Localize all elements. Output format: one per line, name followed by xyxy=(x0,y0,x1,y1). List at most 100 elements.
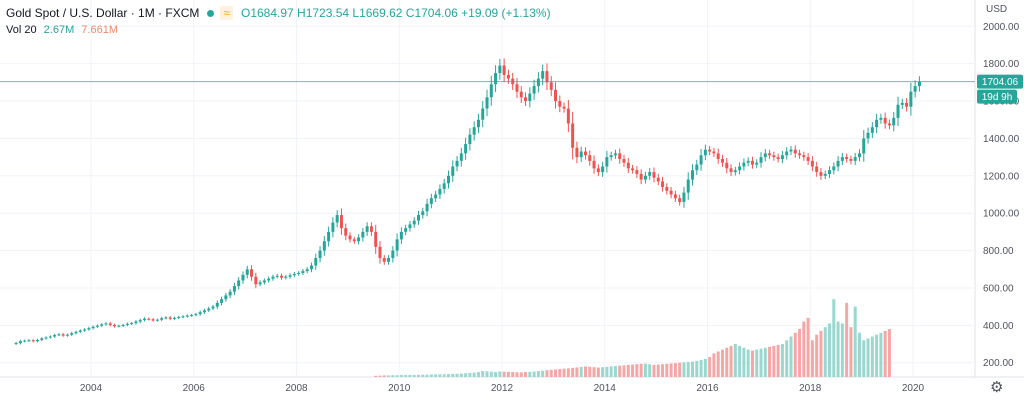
price-tick-label: 1200.00 xyxy=(983,171,1020,182)
volume-bar xyxy=(832,299,836,377)
candle-body xyxy=(87,328,91,330)
candle-body xyxy=(571,123,575,148)
volume-bar xyxy=(802,321,806,377)
volume-bar xyxy=(862,340,866,377)
candle-body xyxy=(202,310,206,313)
candle-body xyxy=(211,306,215,309)
candle-body xyxy=(412,220,416,225)
candle-body xyxy=(168,317,172,319)
candle-body xyxy=(451,166,455,176)
candle-body xyxy=(575,147,579,158)
symbol-title[interactable]: Gold Spot / U.S. Dollar · 1M · FXCM xyxy=(6,6,200,20)
candle-body xyxy=(635,170,639,174)
volume-bar xyxy=(592,367,596,377)
volume-bar xyxy=(481,370,485,377)
time-tick-label: 2004 xyxy=(80,383,103,394)
volume-bar xyxy=(866,338,870,377)
candle-body xyxy=(194,314,198,316)
candle-body xyxy=(691,170,695,180)
candle-body xyxy=(104,323,108,325)
candle-body xyxy=(53,335,57,337)
volume-bar xyxy=(716,351,720,377)
candle-body xyxy=(237,280,241,287)
candle-body xyxy=(399,231,403,240)
candle-body xyxy=(327,231,331,242)
volume-bar xyxy=(412,374,416,377)
candle-body xyxy=(515,84,519,92)
candle-body xyxy=(802,155,806,158)
candle-body xyxy=(121,324,125,326)
candle-body xyxy=(387,258,391,262)
volume-bar xyxy=(404,375,408,377)
volume-bar xyxy=(425,374,429,377)
volume-bar xyxy=(776,344,780,377)
candle-body xyxy=(626,162,630,169)
candle-body xyxy=(605,157,609,167)
candle-body xyxy=(879,117,883,120)
volume-bar xyxy=(828,323,832,377)
volume-bar xyxy=(519,372,523,377)
chart-grid xyxy=(0,0,1024,378)
last-price-value: 1704.06 xyxy=(982,77,1019,88)
candle-body xyxy=(70,333,74,335)
volume-bar xyxy=(421,374,425,377)
wave-icon[interactable]: ≈ xyxy=(220,6,233,20)
candle-body xyxy=(309,265,313,270)
candle-body xyxy=(583,151,587,156)
candle-body xyxy=(284,276,288,278)
candle-body xyxy=(643,175,647,180)
candle-body xyxy=(917,81,921,87)
volume-bar xyxy=(682,362,686,377)
currency-label[interactable]: USD xyxy=(986,4,1008,15)
candle-body xyxy=(665,187,669,191)
candle-body xyxy=(836,160,840,167)
volume-bar xyxy=(382,375,386,377)
candle-body xyxy=(592,160,596,169)
candle-body xyxy=(832,166,836,171)
volume-bar xyxy=(708,357,712,377)
candle-body xyxy=(849,158,853,161)
volume-bar xyxy=(417,374,421,377)
volume-bar xyxy=(631,364,635,377)
time-tick-label: 2016 xyxy=(696,383,719,394)
volume-bar xyxy=(541,370,545,377)
candle-body xyxy=(23,340,27,342)
candle-body xyxy=(297,272,301,274)
candle-body xyxy=(455,160,459,167)
volume-bar xyxy=(810,340,814,377)
candle-body xyxy=(198,312,202,315)
candle-body xyxy=(155,319,159,321)
volume-bar xyxy=(399,375,403,377)
candle-body xyxy=(160,318,164,320)
candle-body xyxy=(348,235,352,240)
candle-body xyxy=(344,228,348,236)
volume-bar xyxy=(883,330,887,377)
volume-bar xyxy=(536,371,540,377)
candle-body xyxy=(262,280,266,283)
candle-body xyxy=(365,226,369,232)
candle-body xyxy=(776,157,780,159)
volume-bar xyxy=(686,361,690,377)
candle-body xyxy=(151,319,155,321)
time-tick-label: 2006 xyxy=(183,383,206,394)
candle-body xyxy=(429,198,433,204)
candle-body xyxy=(742,162,746,167)
candle-body xyxy=(220,299,224,303)
candle-body xyxy=(391,250,395,259)
volume-bar xyxy=(870,336,874,377)
volume-bar xyxy=(725,347,729,377)
candle-body xyxy=(656,177,660,182)
time-tick-label: 2014 xyxy=(594,383,617,394)
volume-bar xyxy=(395,375,399,377)
candle-body xyxy=(733,170,737,173)
volume-bar xyxy=(434,374,438,377)
candle-body xyxy=(74,331,78,334)
candle-body xyxy=(541,71,545,79)
candle-body xyxy=(83,329,87,331)
candle-body xyxy=(305,269,309,272)
gear-icon[interactable]: ⚙ xyxy=(990,379,1004,396)
candle-body xyxy=(750,160,754,165)
volume-bar xyxy=(857,332,861,377)
volume-bar xyxy=(528,371,532,377)
